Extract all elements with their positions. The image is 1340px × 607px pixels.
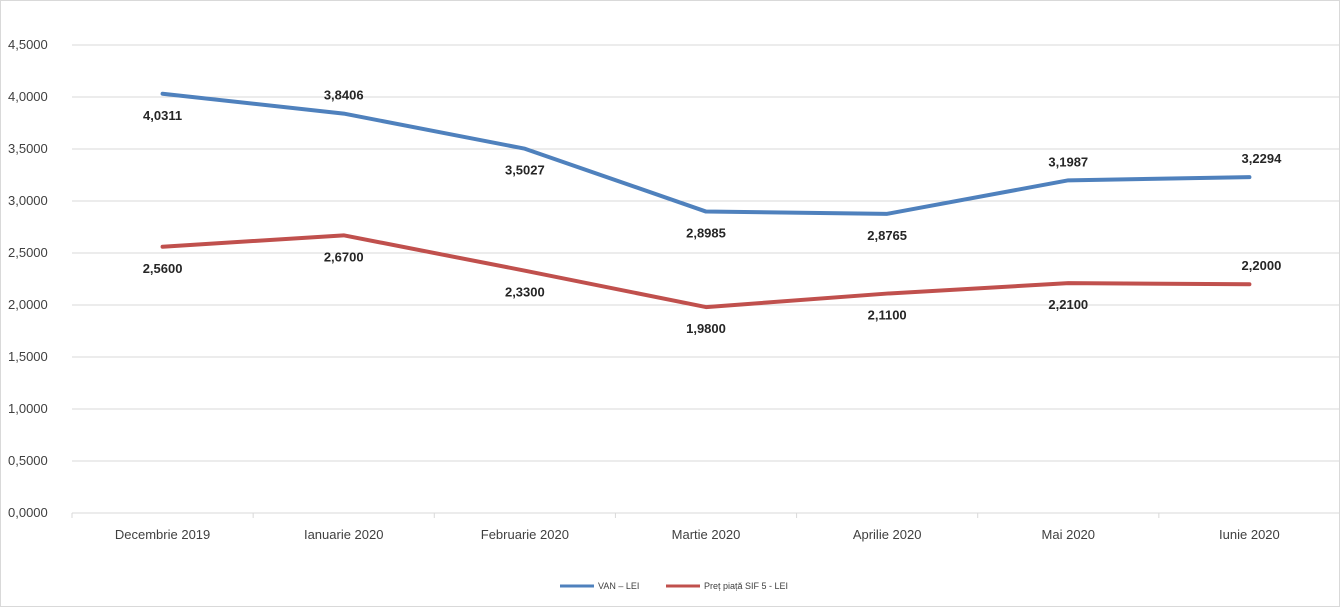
- data-labels: 4,0311 3,8406 3,5027 2,8985 2,8765 3,1987 3,22…: [143, 88, 1282, 337]
- x-tick-label: Iunie 2020: [1219, 527, 1280, 542]
- data-label: 2,8765: [867, 228, 907, 243]
- data-label: 3,5027: [505, 163, 545, 178]
- data-label: 4,0311: [143, 108, 182, 123]
- gridlines: [71, 44, 1340, 518]
- data-label: 2,2100: [1048, 297, 1088, 312]
- y-tick-label: 1,5000: [8, 349, 48, 364]
- data-label: 3,2294: [1242, 151, 1283, 166]
- x-axis-ticks: Decembrie 2019 Ianuarie 2020 Februarie 202…: [115, 527, 1280, 542]
- x-tick-label: Mai 2020: [1042, 527, 1095, 542]
- data-label: 2,1100: [868, 308, 907, 323]
- y-tick-label: 4,5000: [8, 37, 48, 52]
- y-tick-label: 2,5000: [8, 245, 48, 260]
- y-tick-label: 3,0000: [8, 193, 48, 208]
- y-tick-label: 4,0000: [8, 89, 48, 104]
- series-lines: [160, 91, 1252, 310]
- x-tick-label: Martie 2020: [672, 527, 741, 542]
- data-label: 2,8985: [686, 226, 726, 241]
- data-label: 3,8406: [324, 88, 364, 103]
- data-label: 2,6700: [324, 249, 364, 264]
- y-tick-label: 3,5000: [8, 141, 48, 156]
- legend-label: Preț piață SIF 5 - LEI: [704, 581, 788, 591]
- y-tick-label: 0,0000: [8, 505, 48, 520]
- x-tick-label: Decembrie 2019: [115, 527, 210, 542]
- x-tick-label: Februarie 2020: [481, 527, 569, 542]
- data-label: 2,2000: [1242, 258, 1282, 273]
- data-label: 3,1987: [1048, 154, 1088, 169]
- y-tick-label: 2,0000: [8, 297, 48, 312]
- legend-label: VAN – LEI: [598, 581, 639, 591]
- x-tick-label: Aprilie 2020: [853, 527, 922, 542]
- data-label: 1,9800: [686, 321, 726, 336]
- y-axis-ticks: 0,0000 0,5000 1,0000 1,5000 2,0000 2,5000 3,00…: [8, 37, 48, 520]
- x-tick-label: Ianuarie 2020: [304, 527, 384, 542]
- legend: VAN – LEI Preț piață SIF 5 - LEI: [560, 581, 788, 591]
- series-line-1: [160, 233, 1252, 310]
- data-label: 2,3300: [505, 285, 545, 300]
- data-label: 2,5600: [143, 261, 183, 276]
- y-tick-label: 0,5000: [8, 453, 48, 468]
- series-line-0: [160, 91, 1252, 216]
- y-tick-label: 1,0000: [8, 401, 48, 416]
